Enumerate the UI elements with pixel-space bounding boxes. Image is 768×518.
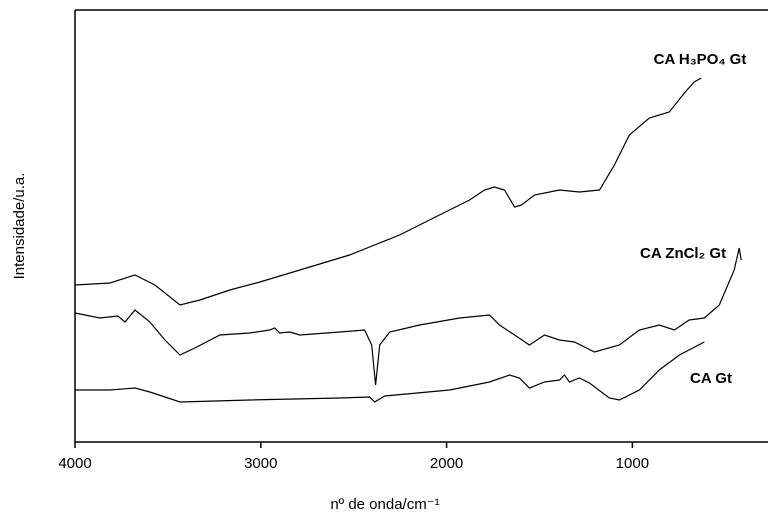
x-tick-label: 4000 [58,455,91,472]
series-label: CA ZnCl₂ Gt [640,245,726,262]
series-label: CA Gt [690,370,732,387]
y-axis-label: Intensidade/u.a. [11,173,28,280]
series-line [74,77,702,306]
x-axis-label: nº de onda/cm⁻¹ [330,496,439,513]
x-tick-label: 2000 [430,455,463,472]
series-label: CA H₃PO₄ Gt [654,51,747,68]
series-line [75,341,705,403]
x-tick-label: 1000 [616,455,649,472]
series-line [74,247,742,386]
x-tick-label: 3000 [244,455,277,472]
